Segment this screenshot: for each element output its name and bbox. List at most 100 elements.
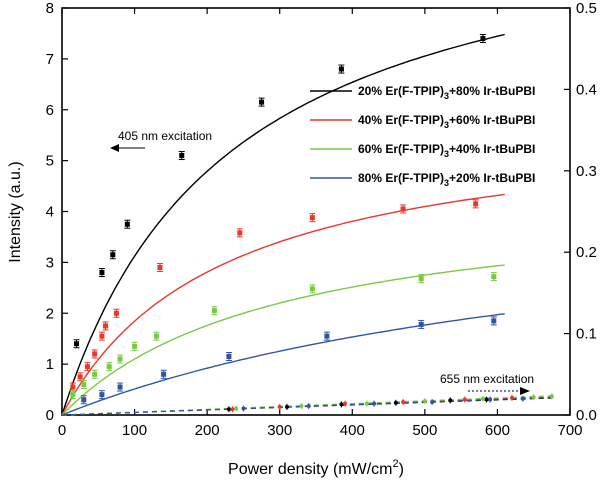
data-point-405 bbox=[92, 371, 98, 377]
data-point-405 bbox=[106, 364, 112, 370]
y-left-tick-label: 5 bbox=[46, 153, 54, 170]
data-point-405 bbox=[110, 252, 116, 258]
data-point-655 bbox=[372, 401, 377, 406]
y-axis-title: Intensity (a.u.) bbox=[7, 161, 24, 262]
y-right-tick-label: 0.5 bbox=[576, 0, 597, 17]
data-point-405 bbox=[491, 274, 497, 280]
data-point-655 bbox=[462, 397, 467, 402]
data-point-655 bbox=[509, 395, 514, 400]
legend-label-2: 40% Er(F-TPIP)3+60% Ir-tBuPBI bbox=[358, 113, 535, 130]
data-point-655 bbox=[422, 399, 427, 404]
data-point-405 bbox=[211, 308, 217, 314]
data-point-405 bbox=[473, 201, 479, 207]
data-point-405 bbox=[418, 321, 424, 327]
data-point-655 bbox=[241, 406, 246, 411]
data-point-655 bbox=[230, 407, 235, 412]
fit-curve-405-series-2 bbox=[61, 193, 505, 416]
x-tick-label: 500 bbox=[412, 422, 437, 439]
data-point-655 bbox=[448, 398, 453, 403]
data-point-405 bbox=[81, 381, 87, 387]
x-tick-label: 400 bbox=[340, 422, 365, 439]
data-point-405 bbox=[99, 270, 105, 276]
y-left-tick-label: 0 bbox=[46, 407, 54, 424]
ticks-layer: 0 100 200 300 400 500 600 700 0 1 2 3 4 5 6 7 8 0.0 0.1 0.2… bbox=[46, 0, 597, 439]
data-point-655 bbox=[393, 400, 398, 405]
y-left-tick-label: 4 bbox=[46, 204, 54, 221]
y-right-tick-label: 0.4 bbox=[576, 81, 597, 98]
data-point-405 bbox=[309, 286, 315, 292]
data-point-655 bbox=[343, 401, 348, 406]
annotation-405-arrow-head bbox=[110, 144, 119, 152]
data-point-655 bbox=[531, 395, 536, 400]
data-point-405 bbox=[132, 343, 138, 349]
x-axis-title: Power density (mW/cm2) bbox=[228, 458, 404, 478]
data-point-405 bbox=[92, 351, 98, 357]
data-point-405 bbox=[70, 384, 76, 390]
y-left-tick-label: 2 bbox=[46, 305, 54, 322]
plot-frame bbox=[61, 7, 571, 416]
data-point-405 bbox=[113, 310, 119, 316]
y-right-tick-label: 0.1 bbox=[576, 326, 597, 343]
legend-label-4: 80% Er(F-TPIP)3+20% Ir-tBuPBI bbox=[358, 171, 535, 188]
annotation-655-label: 655 nm excitation bbox=[440, 372, 534, 386]
data-point-655 bbox=[488, 397, 493, 402]
x-tick-label: 700 bbox=[557, 422, 582, 439]
data-point-655 bbox=[284, 404, 289, 409]
data-point-655 bbox=[299, 404, 304, 409]
annotation-405: 405 nm excitation bbox=[110, 129, 212, 152]
data-points bbox=[69, 34, 554, 413]
data-point-655 bbox=[364, 401, 369, 406]
data-point-405 bbox=[418, 276, 424, 282]
legend-label-1: 20% Er(F-TPIP)3+80% Ir-tBuPBI bbox=[358, 84, 535, 101]
annotation-655: 655 nm excitation bbox=[440, 372, 534, 395]
y-left-tick-label: 7 bbox=[46, 51, 54, 68]
x-tick-label: 600 bbox=[485, 422, 510, 439]
data-point-655 bbox=[339, 402, 344, 407]
data-point-405 bbox=[81, 397, 87, 403]
data-point-405 bbox=[117, 384, 123, 390]
data-point-405 bbox=[153, 333, 159, 339]
data-point-405 bbox=[70, 392, 76, 398]
data-point-655 bbox=[520, 396, 525, 401]
data-point-405 bbox=[117, 356, 123, 362]
fit-curve-405-series-4 bbox=[61, 313, 505, 416]
data-point-405 bbox=[124, 221, 130, 227]
data-point-405 bbox=[237, 230, 243, 236]
data-point-405 bbox=[324, 333, 330, 339]
annotation-655-arrow-head bbox=[520, 387, 530, 395]
data-point-405 bbox=[99, 333, 105, 339]
y-left-tick-label: 3 bbox=[46, 254, 54, 271]
y-right-tick-label: 0.3 bbox=[576, 163, 597, 180]
fit-curve-405-series-1 bbox=[61, 33, 505, 416]
y-right-tick-label: 0.2 bbox=[576, 244, 597, 261]
data-point-405 bbox=[103, 323, 109, 329]
y-right-tick-label: 0.0 bbox=[576, 407, 597, 424]
x-tick-label: 100 bbox=[122, 422, 147, 439]
data-point-655 bbox=[277, 404, 282, 409]
data-point-405 bbox=[491, 318, 497, 324]
data-point-405 bbox=[338, 66, 344, 72]
data-point-405 bbox=[480, 36, 486, 42]
x-tick-label: 0 bbox=[58, 422, 66, 439]
x-tick-label: 200 bbox=[195, 422, 220, 439]
x-tick-label: 300 bbox=[267, 422, 292, 439]
data-point-655 bbox=[549, 394, 554, 399]
data-point-405 bbox=[99, 392, 105, 398]
data-point-405 bbox=[157, 264, 163, 270]
data-point-405 bbox=[259, 99, 265, 105]
data-point-405 bbox=[77, 374, 83, 380]
data-point-655 bbox=[480, 396, 485, 401]
data-point-405 bbox=[179, 153, 185, 159]
data-point-655 bbox=[226, 407, 231, 412]
data-point-655 bbox=[306, 404, 311, 409]
data-point-655 bbox=[401, 399, 406, 404]
data-point-655 bbox=[484, 397, 489, 402]
y-left-tick-label: 6 bbox=[46, 102, 54, 119]
data-point-405 bbox=[74, 341, 80, 347]
data-point-405 bbox=[400, 206, 406, 212]
data-point-405 bbox=[309, 215, 315, 221]
data-point-405 bbox=[84, 364, 90, 370]
legend-label-3: 60% Er(F-TPIP)3+40% Ir-tBuPBI bbox=[358, 142, 535, 159]
y-left-tick-label: 1 bbox=[46, 356, 54, 373]
